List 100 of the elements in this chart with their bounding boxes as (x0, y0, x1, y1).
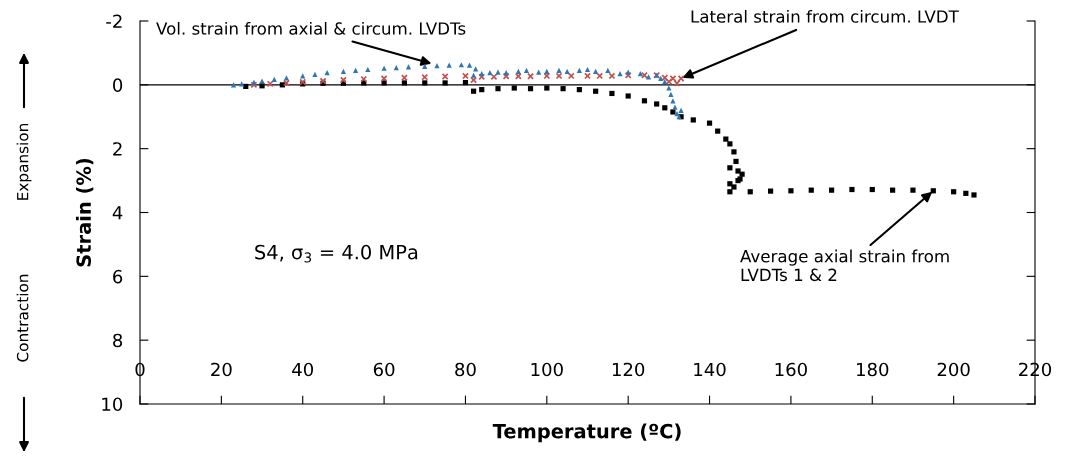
point (739, 171, 745, 177)
x-tick-label: 60 (373, 362, 395, 377)
point (593, 68, 599, 75)
point (971, 192, 977, 198)
y-tick-label: 4 (112, 206, 123, 220)
point (828, 187, 835, 193)
x-tick-label: 180 (857, 362, 889, 377)
point (462, 80, 469, 86)
point (470, 88, 477, 94)
point (515, 68, 521, 75)
point (662, 105, 668, 111)
x-tick-label: 40 (292, 362, 314, 377)
point (576, 67, 582, 74)
point (747, 189, 753, 195)
point (230, 82, 237, 88)
point (405, 64, 412, 70)
point (544, 68, 550, 75)
point (555, 72, 563, 80)
annotation: Vol. strain from axial & circum. LVDTs (156, 21, 466, 35)
point (910, 187, 916, 193)
point (511, 85, 517, 91)
point (608, 72, 616, 80)
point (658, 75, 664, 82)
x-tick-label: 20 (211, 362, 232, 377)
point (788, 188, 794, 194)
point (266, 80, 274, 88)
point (731, 149, 737, 155)
point (670, 109, 676, 115)
point (560, 86, 566, 92)
point (283, 75, 290, 81)
point (271, 76, 277, 83)
x-tick-label: 100 (531, 362, 563, 377)
point (733, 158, 739, 165)
point (727, 141, 733, 147)
point (808, 187, 814, 193)
point (340, 68, 347, 75)
point (890, 187, 896, 193)
point (523, 67, 530, 74)
point (645, 74, 652, 80)
point (731, 184, 737, 190)
x-tick-label: 140 (694, 362, 726, 377)
x-tick-label: 160 (775, 362, 807, 377)
text: Expansion (16, 123, 32, 200)
point (963, 190, 969, 196)
point (672, 104, 678, 110)
y-tick-label: 0 (113, 78, 123, 92)
point (625, 69, 631, 75)
point (393, 65, 399, 71)
point (495, 69, 501, 75)
point (690, 117, 696, 123)
point (641, 98, 648, 104)
text: Contraction (16, 274, 29, 362)
y-tick-label: 2 (113, 142, 122, 156)
point (422, 63, 428, 69)
point (584, 66, 591, 73)
point (536, 69, 542, 75)
point (951, 189, 957, 195)
point (353, 67, 359, 74)
point (666, 85, 672, 91)
point (422, 80, 428, 86)
point (479, 87, 485, 93)
y-tick-label: 8 (113, 333, 123, 348)
point (609, 90, 615, 97)
point (706, 120, 713, 126)
x-tick-label: 120 (612, 362, 645, 377)
point (723, 136, 729, 142)
point (593, 88, 599, 94)
point (527, 86, 534, 92)
y-tick-label: -2 (106, 14, 122, 28)
annotation: Average axial strain from LVDTs 1 & 2 (740, 249, 949, 282)
point (421, 73, 429, 81)
x-tick-label: 200 (937, 362, 970, 377)
point (544, 85, 550, 91)
point (576, 87, 582, 93)
point (727, 189, 733, 195)
point (637, 71, 643, 77)
x-axis-title: Temperature (ºC) (492, 423, 681, 443)
point (715, 128, 721, 134)
y-axis-title: Strain (%) (75, 158, 94, 267)
point (727, 165, 733, 171)
point (567, 72, 575, 80)
point (849, 186, 855, 193)
y-tick-label: 6 (113, 269, 123, 284)
point (442, 80, 448, 86)
point (401, 80, 408, 86)
annotation: Lateral strain from circum. LVDT (691, 9, 959, 23)
point (869, 186, 875, 193)
point (470, 72, 477, 78)
point (466, 62, 473, 68)
annotation: S4, σ$_{3}$ = 4.0 MPa (255, 244, 418, 263)
y-tick-label: 10 (102, 397, 123, 412)
point (625, 93, 631, 99)
point (251, 79, 257, 85)
point (495, 86, 501, 92)
point (767, 188, 774, 194)
point (930, 188, 936, 194)
point (458, 62, 464, 68)
x-tick-label: 80 (455, 362, 476, 377)
point (381, 65, 387, 71)
point (446, 62, 452, 68)
